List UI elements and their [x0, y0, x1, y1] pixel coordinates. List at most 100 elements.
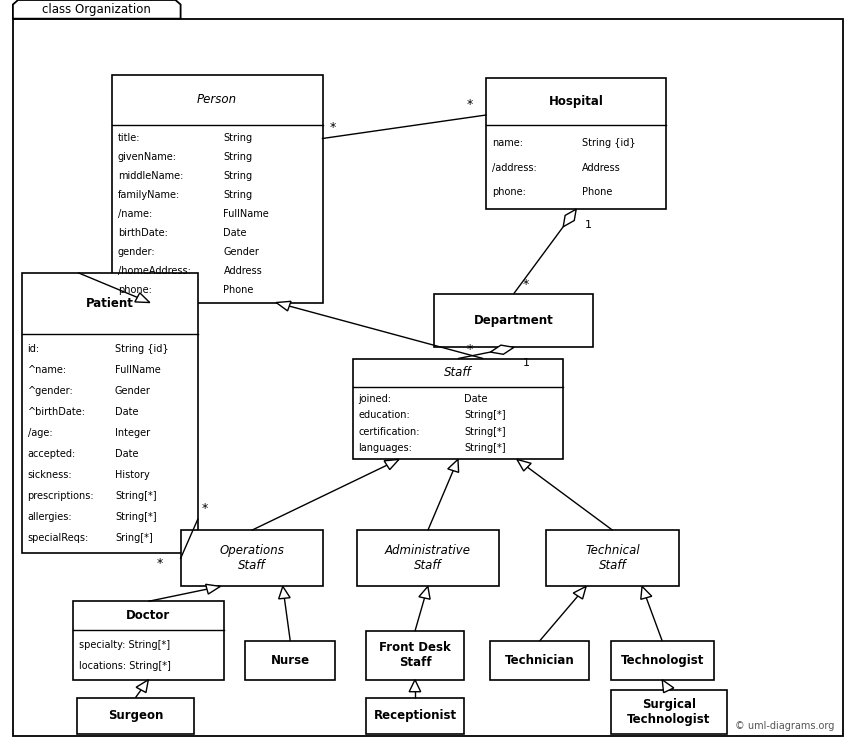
FancyBboxPatch shape: [546, 530, 679, 586]
Text: 1: 1: [585, 220, 592, 230]
Text: © uml-diagrams.org: © uml-diagrams.org: [734, 721, 834, 731]
Text: /age:: /age:: [28, 429, 52, 438]
Text: Date: Date: [115, 450, 138, 459]
Polygon shape: [662, 680, 673, 692]
FancyBboxPatch shape: [357, 530, 499, 586]
Text: Department: Department: [474, 314, 554, 327]
Polygon shape: [206, 584, 220, 594]
Text: /name:: /name:: [118, 209, 152, 219]
Text: joined:: joined:: [359, 394, 391, 403]
FancyBboxPatch shape: [366, 698, 464, 734]
Text: Address: Address: [581, 163, 620, 173]
Text: Phone: Phone: [224, 285, 254, 294]
Text: accepted:: accepted:: [28, 450, 76, 459]
Polygon shape: [419, 586, 430, 599]
Polygon shape: [409, 680, 421, 692]
Text: familyName:: familyName:: [118, 190, 180, 200]
FancyBboxPatch shape: [245, 641, 335, 680]
Text: History: History: [115, 471, 150, 480]
Text: *: *: [467, 98, 473, 111]
Polygon shape: [276, 301, 291, 311]
Text: Technical
Staff: Technical Staff: [586, 545, 640, 572]
FancyBboxPatch shape: [611, 641, 714, 680]
Text: 1: 1: [523, 358, 530, 368]
Polygon shape: [641, 586, 652, 599]
Text: Front Desk
Staff: Front Desk Staff: [379, 642, 451, 669]
Text: prescriptions:: prescriptions:: [28, 492, 94, 501]
Text: ^name:: ^name:: [28, 365, 66, 376]
Text: Operations
Staff: Operations Staff: [219, 545, 284, 572]
Text: Nurse: Nurse: [271, 654, 310, 667]
Text: ^birthDate:: ^birthDate:: [28, 407, 85, 418]
Text: Address: Address: [224, 266, 262, 276]
FancyBboxPatch shape: [611, 690, 727, 734]
Text: *: *: [157, 557, 163, 571]
Polygon shape: [574, 586, 587, 599]
Text: /address:: /address:: [492, 163, 537, 173]
Text: id:: id:: [28, 344, 40, 354]
Polygon shape: [13, 0, 181, 19]
Text: String: String: [224, 171, 253, 182]
FancyBboxPatch shape: [353, 359, 563, 459]
Text: Sring[*]: Sring[*]: [115, 533, 153, 544]
Text: String {id}: String {id}: [581, 138, 636, 148]
Text: /homeAddress:: /homeAddress:: [118, 266, 191, 276]
Text: String[*]: String[*]: [115, 512, 157, 522]
Text: phone:: phone:: [492, 187, 525, 197]
Text: Integer: Integer: [115, 429, 150, 438]
Text: certification:: certification:: [359, 427, 421, 437]
Text: givenName:: givenName:: [118, 152, 177, 162]
Text: Administrative
Staff: Administrative Staff: [385, 545, 471, 572]
FancyBboxPatch shape: [490, 641, 589, 680]
Text: middleName:: middleName:: [118, 171, 183, 182]
Text: Hospital: Hospital: [549, 96, 604, 108]
Text: phone:: phone:: [118, 285, 151, 294]
Text: String[*]: String[*]: [464, 410, 506, 420]
Text: Date: Date: [115, 407, 138, 418]
Text: Surgeon: Surgeon: [108, 709, 163, 722]
Text: Gender: Gender: [224, 247, 260, 257]
FancyBboxPatch shape: [77, 698, 194, 734]
Text: String[*]: String[*]: [464, 427, 506, 437]
Text: Technician: Technician: [505, 654, 574, 667]
FancyBboxPatch shape: [486, 78, 666, 209]
Text: String: String: [224, 190, 253, 200]
Text: FullName: FullName: [224, 209, 269, 219]
Text: specialReqs:: specialReqs:: [28, 533, 89, 544]
Text: *: *: [466, 343, 473, 356]
Text: locations: String[*]: locations: String[*]: [79, 660, 171, 671]
Text: *: *: [202, 502, 208, 515]
Text: Date: Date: [464, 394, 488, 403]
Text: ^gender:: ^gender:: [28, 386, 73, 397]
FancyBboxPatch shape: [434, 294, 593, 347]
Text: allergies:: allergies:: [28, 512, 72, 522]
Text: Patient: Patient: [86, 297, 133, 310]
FancyBboxPatch shape: [13, 19, 843, 736]
Text: specialty: String[*]: specialty: String[*]: [79, 639, 170, 650]
Text: education:: education:: [359, 410, 410, 420]
Polygon shape: [135, 293, 150, 303]
Text: gender:: gender:: [118, 247, 156, 257]
Text: String: String: [224, 152, 253, 162]
Polygon shape: [384, 459, 399, 470]
Text: Surgical
Technologist: Surgical Technologist: [627, 698, 710, 726]
Text: String {id}: String {id}: [115, 344, 169, 354]
FancyBboxPatch shape: [366, 631, 464, 680]
Polygon shape: [517, 459, 531, 471]
Text: String: String: [224, 134, 253, 143]
Text: String[*]: String[*]: [464, 443, 506, 453]
Text: Staff: Staff: [444, 366, 472, 379]
Text: Technologist: Technologist: [621, 654, 703, 667]
Text: name:: name:: [492, 138, 523, 148]
Text: *: *: [523, 278, 529, 291]
Polygon shape: [563, 209, 576, 227]
Text: title:: title:: [118, 134, 140, 143]
FancyBboxPatch shape: [22, 273, 198, 553]
Text: Phone: Phone: [581, 187, 612, 197]
Text: Date: Date: [224, 228, 247, 238]
Text: String[*]: String[*]: [115, 492, 157, 501]
Polygon shape: [136, 680, 148, 692]
Text: Receptionist: Receptionist: [373, 709, 457, 722]
Polygon shape: [279, 586, 290, 599]
Text: languages:: languages:: [359, 443, 413, 453]
